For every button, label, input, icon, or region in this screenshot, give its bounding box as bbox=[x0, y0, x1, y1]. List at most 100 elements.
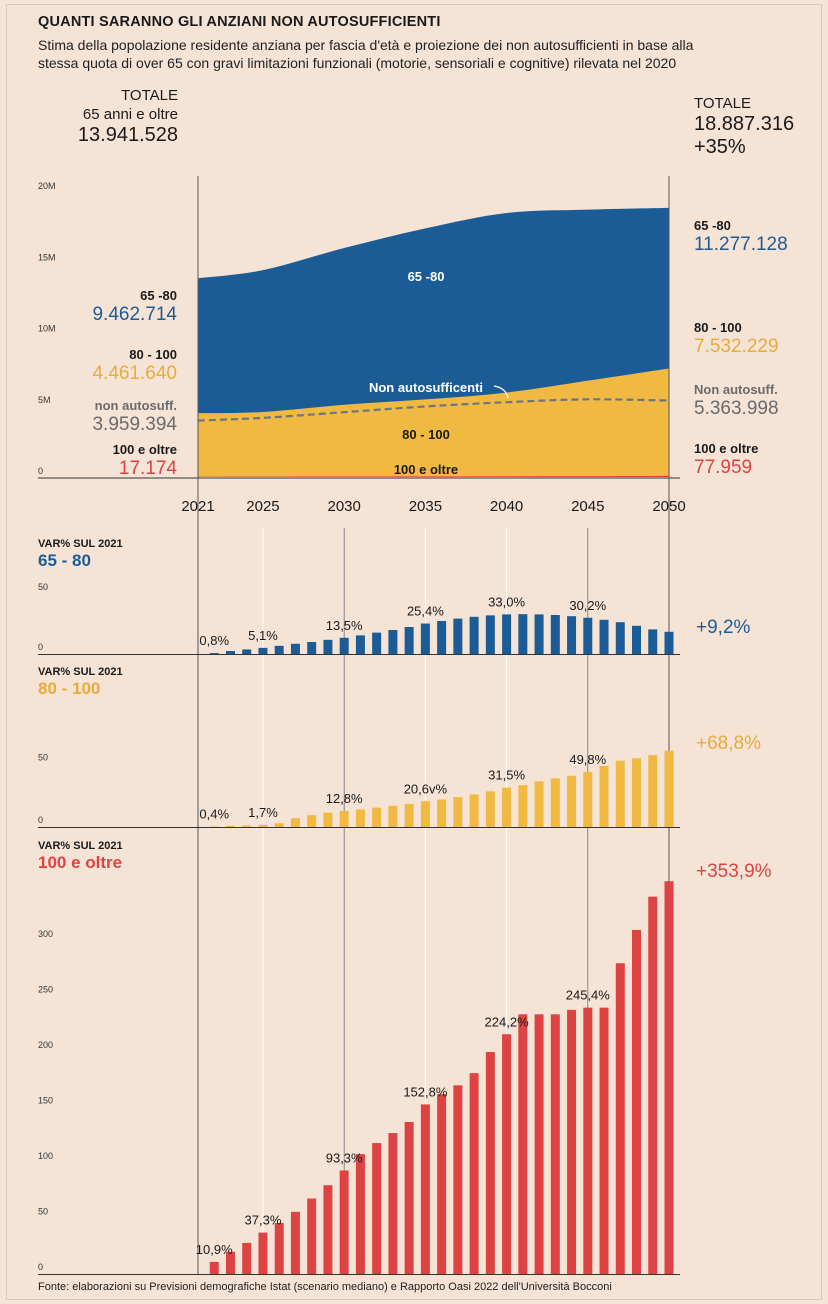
bar-value-label: 152,8% bbox=[403, 1084, 448, 1099]
bar bbox=[242, 649, 252, 654]
bar bbox=[307, 1198, 317, 1274]
bar bbox=[437, 799, 447, 827]
y-tick-bar: 50 bbox=[38, 1207, 48, 1217]
y-tick-bar: 150 bbox=[38, 1096, 53, 1106]
left-label-nonautosuff-name: non autosuff. bbox=[94, 398, 177, 413]
bar bbox=[648, 896, 658, 1274]
bar bbox=[258, 647, 268, 654]
callout-line bbox=[493, 385, 509, 399]
bar bbox=[567, 616, 577, 654]
bar bbox=[485, 615, 495, 654]
bar bbox=[225, 651, 235, 654]
bar bbox=[550, 1014, 560, 1274]
bar bbox=[518, 785, 528, 827]
left-label-100-value: 17.174 bbox=[118, 458, 177, 479]
bar bbox=[307, 815, 317, 827]
x-tick-label: 2045 bbox=[571, 498, 604, 515]
panel1-section: VAR% SUL 2021 bbox=[38, 538, 123, 550]
total-left-sub: 65 anni e oltre bbox=[82, 106, 178, 123]
bar bbox=[583, 772, 593, 827]
right-label-100-value: 77.959 bbox=[694, 457, 753, 478]
right-label-nonautosuff-name: Non autosuff. bbox=[694, 382, 778, 397]
panel1-final: +9,2% bbox=[696, 617, 751, 638]
bar bbox=[567, 1009, 577, 1274]
area-label-100: 100 e oltre bbox=[394, 462, 458, 477]
bar bbox=[372, 1143, 382, 1274]
frame bbox=[6, 4, 822, 1300]
total-right-label: TOTALE bbox=[694, 95, 751, 112]
right-label-nonautosuff: Non autosuff. 5.363.998 bbox=[694, 382, 779, 420]
bar bbox=[518, 1014, 528, 1274]
bar bbox=[307, 642, 317, 654]
bar bbox=[404, 803, 414, 827]
right-label-65-80-value: 11.277.128 bbox=[694, 234, 788, 255]
bar bbox=[339, 811, 349, 827]
bar bbox=[567, 775, 577, 827]
bar bbox=[388, 1133, 398, 1274]
panel2-header: VAR% SUL 2021 80 - 100 bbox=[38, 666, 123, 699]
bar-value-label: 245,4% bbox=[566, 988, 611, 1003]
bar bbox=[274, 645, 284, 654]
bar bbox=[502, 614, 512, 654]
y-tick-bar: 0 bbox=[38, 1262, 43, 1272]
bar bbox=[453, 1085, 463, 1274]
right-label-80-100: 80 - 100 7.532.229 bbox=[694, 320, 779, 358]
bar bbox=[372, 632, 382, 654]
bar bbox=[274, 823, 284, 827]
bar-value-label: 12,8% bbox=[326, 791, 363, 806]
bar bbox=[615, 760, 625, 827]
bar bbox=[225, 825, 235, 827]
x-tick-label: 2050 bbox=[652, 498, 685, 515]
x-tick-label: 2035 bbox=[409, 498, 442, 515]
bar bbox=[534, 781, 544, 827]
y-tick-bar: 0 bbox=[38, 642, 43, 652]
bar bbox=[209, 653, 219, 654]
right-label-nonautosuff-value: 5.363.998 bbox=[694, 398, 779, 419]
area-label-80-100: 80 - 100 bbox=[402, 427, 450, 442]
bar-value-label: 0,8% bbox=[199, 633, 229, 648]
x-tick-label: 2040 bbox=[490, 498, 523, 515]
bar bbox=[388, 805, 398, 827]
total-left-label: TOTALE bbox=[121, 87, 178, 104]
bar bbox=[372, 807, 382, 827]
bar bbox=[290, 1211, 300, 1274]
bar bbox=[258, 1232, 268, 1274]
bar bbox=[453, 797, 463, 827]
bar bbox=[225, 1251, 235, 1274]
bar-value-label: 37,3% bbox=[245, 1213, 282, 1228]
bar bbox=[469, 794, 479, 827]
y-tick-bar: 100 bbox=[38, 1151, 53, 1161]
left-label-100: 100 e oltre 17.174 bbox=[0, 442, 177, 480]
bar bbox=[550, 615, 560, 654]
chart-title: QUANTI SARANNO GLI ANZIANI NON AUTOSUFFI… bbox=[38, 14, 441, 30]
bar-value-label: 30,2% bbox=[569, 598, 606, 613]
bar bbox=[550, 778, 560, 827]
y-tick-area: 15M bbox=[38, 252, 56, 262]
total-right: TOTALE 18.887.316 +35% bbox=[694, 94, 794, 159]
bar bbox=[323, 1185, 333, 1274]
panel3-section: VAR% SUL 2021 bbox=[38, 840, 123, 852]
bar bbox=[469, 616, 479, 654]
right-label-80-100-value: 7.532.229 bbox=[694, 336, 779, 357]
total-left-value: 13.941.528 bbox=[77, 124, 178, 146]
subtitle-line-2: stessa quota di over 65 con gravi limita… bbox=[38, 55, 677, 71]
bar bbox=[339, 637, 349, 654]
right-label-100-name: 100 e oltre bbox=[694, 441, 759, 456]
bar bbox=[323, 812, 333, 827]
bar bbox=[583, 617, 593, 654]
bar bbox=[404, 627, 414, 654]
bar bbox=[339, 1170, 349, 1274]
y-tick-bar: 0 bbox=[38, 815, 43, 825]
bar bbox=[615, 622, 625, 654]
panel2-final: +68,8% bbox=[696, 733, 761, 754]
panel2-series-name: 80 - 100 bbox=[38, 679, 101, 698]
y-tick-bar: 300 bbox=[38, 929, 53, 939]
line-non-autosufficienti bbox=[197, 398, 670, 422]
bar-value-label: 25,4% bbox=[407, 604, 444, 619]
bar bbox=[648, 629, 658, 654]
bar bbox=[518, 614, 528, 654]
bar bbox=[632, 625, 642, 654]
bar bbox=[534, 1014, 544, 1274]
source-note: Fonte: elaborazioni su Previsioni demogr… bbox=[38, 1281, 612, 1293]
